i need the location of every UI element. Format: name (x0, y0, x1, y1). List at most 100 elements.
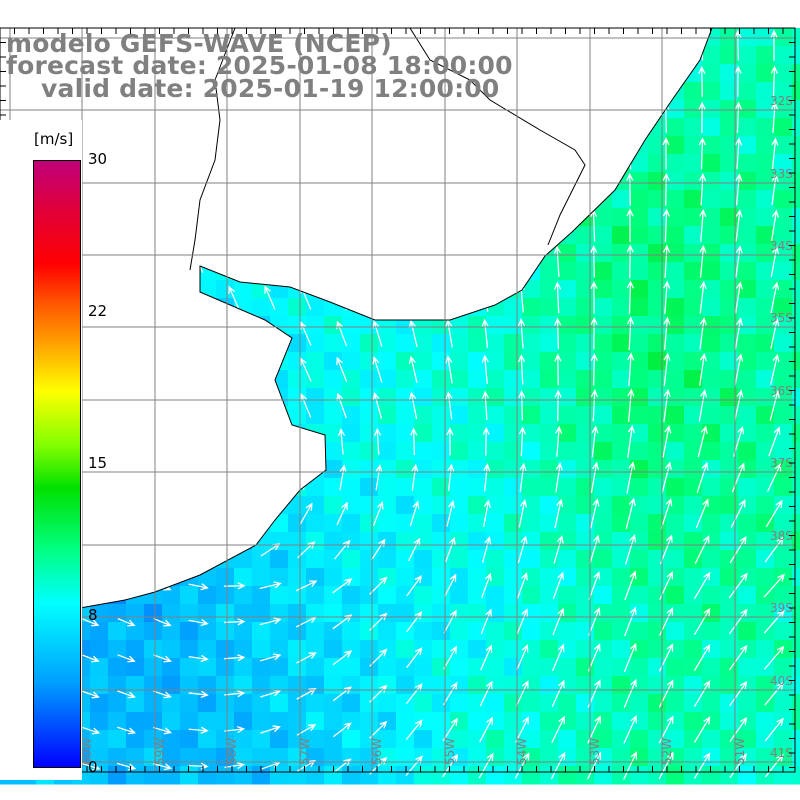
wind-speed-cell (576, 424, 595, 443)
wind-arrow (446, 427, 454, 456)
longitude-label: 54W (515, 738, 529, 765)
wind-speed-cell (792, 352, 800, 371)
wind-speed-cell (684, 766, 703, 785)
wind-speed-cell (486, 604, 505, 623)
wind-speed-cell (792, 316, 800, 335)
wind-speed-cell (612, 712, 631, 731)
wind-speed-cell (612, 334, 631, 353)
wind-speed-cell (756, 100, 775, 119)
wind-speed-cell (468, 334, 487, 353)
wind-speed-cell (558, 424, 577, 443)
wind-speed-cell (648, 568, 667, 587)
wind-speed-cell (486, 514, 505, 533)
wind-speed-cell (756, 172, 775, 191)
wind-speed-cell (666, 334, 685, 353)
wind-speed-cell (756, 370, 775, 389)
wind-speed-cell (558, 622, 577, 641)
wind-speed-cell (666, 658, 685, 677)
wind-speed-cell (558, 442, 577, 461)
wind-speed-cell (612, 622, 631, 641)
wind-arrow (770, 245, 780, 278)
wind-speed-cell (684, 478, 703, 497)
wind-arrow (259, 617, 282, 626)
wind-arrow (260, 725, 281, 734)
wind-arrow (373, 501, 384, 526)
wind-speed-cell (594, 226, 613, 245)
wind-speed-cell (558, 766, 577, 785)
wind-speed-cell (540, 694, 559, 713)
wind-speed-cell (324, 568, 343, 587)
wind-speed-cell (450, 478, 469, 497)
wind-arrow (553, 245, 562, 278)
latitude-label: 41S (770, 746, 793, 760)
wind-arrow (698, 65, 706, 97)
wind-arrow (481, 572, 492, 599)
wind-speed-cell (144, 658, 163, 677)
wind-speed-cell (738, 694, 757, 713)
wind-speed-cell (612, 694, 631, 713)
wind-arrow (663, 352, 671, 386)
wind-speed-cell (756, 190, 775, 209)
wind-arrow (693, 607, 711, 636)
wind-speed-cell (396, 712, 415, 731)
wind-speed-cell (360, 370, 379, 389)
wind-speed-cell (144, 766, 163, 785)
wind-speed-cell (738, 64, 757, 83)
wind-speed-cell (126, 604, 145, 623)
wind-speed-cell (162, 676, 181, 695)
wind-speed-cell (612, 586, 631, 605)
wind-arrow (153, 763, 173, 771)
wind-speed-cell (792, 586, 800, 605)
wind-speed-cell (288, 712, 307, 731)
wind-speed-cell (720, 406, 739, 425)
wind-arrow (372, 320, 383, 347)
wind-speed-cell (612, 406, 631, 425)
wind-speed-cell (702, 514, 721, 533)
wind-speed-cell (666, 262, 685, 281)
wind-speed-cell (216, 604, 235, 623)
wind-speed-cell (684, 604, 703, 623)
wind-speed-cell (324, 640, 343, 659)
wind-speed-cell (306, 658, 325, 677)
wind-speed-cell (306, 622, 325, 641)
wind-speed-cell (576, 640, 595, 659)
wind-arrow (697, 425, 708, 458)
wind-speed-cell (378, 370, 397, 389)
wind-speed-cell (792, 712, 800, 731)
wind-speed-cell (594, 334, 613, 353)
wind-speed-cell (270, 658, 289, 677)
latitude-label: 35S (770, 311, 793, 325)
wind-speed-cell (612, 298, 631, 317)
wind-speed-cell (522, 694, 541, 713)
wind-arrow (734, 101, 742, 133)
wind-arrow (517, 354, 526, 385)
wind-arrow (517, 535, 528, 564)
wind-speed-cell (594, 262, 613, 281)
wind-speed-cell (108, 622, 127, 641)
wind-speed-cell (738, 352, 757, 371)
wind-speed-cell (414, 478, 433, 497)
wind-speed-cell (396, 460, 415, 479)
wind-speed-cell (306, 352, 325, 371)
wind-speed-cell (414, 496, 433, 515)
wind-speed-cell (630, 550, 649, 569)
wind-speed-cell (378, 442, 397, 461)
wind-speed-cell (360, 424, 379, 443)
wind-arrow (698, 137, 706, 170)
wind-speed-cell (684, 100, 703, 119)
wind-arrow (662, 172, 670, 206)
wind-speed-cell (738, 190, 757, 209)
wind-speed-cell (576, 496, 595, 515)
wind-arrow (770, 317, 780, 349)
wind-speed-cell (288, 694, 307, 713)
wind-speed-cell (720, 208, 739, 227)
wind-speed-cell (558, 388, 577, 407)
wind-speed-cell (432, 478, 451, 497)
wind-speed-cell (756, 280, 775, 299)
wind-arrow (373, 427, 382, 455)
wind-speed-cell (684, 388, 703, 407)
wind-speed-cell (612, 424, 631, 443)
wind-arrow (663, 316, 671, 350)
wind-arrow (442, 681, 458, 706)
wind-speed-cell (504, 694, 523, 713)
